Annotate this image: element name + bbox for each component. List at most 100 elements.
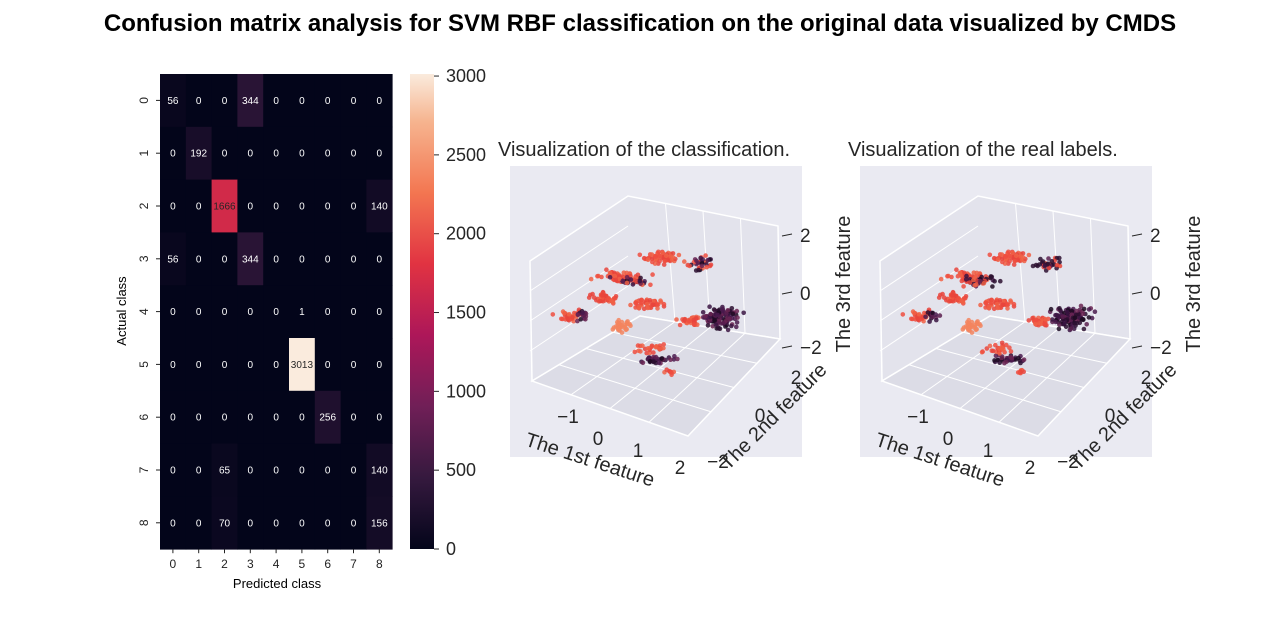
heatmap-x-tick: 6 <box>324 557 331 571</box>
heatmap-cell-value: 0 <box>325 360 331 371</box>
heatmap-cell <box>314 338 341 392</box>
heatmap-x-tick: 0 <box>170 557 177 571</box>
heatmap-cell <box>263 390 290 444</box>
scatter3d-point <box>971 277 976 283</box>
scatter3d-point <box>933 312 939 317</box>
scatter3d-point <box>989 300 994 306</box>
scatter3d-point <box>900 312 906 317</box>
heatmap-cell <box>211 179 238 233</box>
scatter3d-point <box>957 270 963 276</box>
scatter3d-point <box>559 316 564 322</box>
scatter3d-point <box>1026 318 1032 323</box>
heatmap-cell-value: 0 <box>325 149 331 160</box>
scatter3d-x-tick: 1 <box>983 441 994 462</box>
scatter3d-point <box>715 312 720 318</box>
scatter3d-point <box>963 277 969 282</box>
heatmap-y-tick: 6 <box>137 414 151 421</box>
scatter3d-point <box>1079 317 1085 322</box>
scatter3d-point <box>698 255 703 261</box>
heatmap-cell <box>160 126 187 180</box>
scatter3d-point <box>727 316 732 322</box>
scatter3d-point <box>990 284 995 289</box>
heatmap-cell-value: 0 <box>273 254 279 265</box>
scatter3d-point <box>637 252 643 258</box>
heatmap-cell-value: 0 <box>377 360 383 371</box>
scatter3d-point <box>966 317 971 323</box>
scatter3d-point <box>980 349 985 354</box>
scatter3d-point <box>997 351 1002 356</box>
scatter3d-point <box>1071 326 1077 332</box>
scatter3d-point <box>1015 370 1021 375</box>
scatter3d-y-tick: −2 <box>1057 452 1079 473</box>
scatter3d-point <box>653 354 659 360</box>
scatter3d-point <box>606 296 611 301</box>
scatter3d-point <box>612 273 617 279</box>
scatter3d-point <box>977 278 983 284</box>
scatter3d-x-tick: 1 <box>633 441 644 462</box>
scatter3d-point <box>583 317 588 322</box>
scatter3d-point <box>613 324 619 329</box>
heatmap-cell <box>289 390 316 444</box>
heatmap-cell-value: 0 <box>377 413 383 424</box>
heatmap-cell-value: 0 <box>299 518 305 529</box>
heatmap-cell-value: 0 <box>351 149 357 160</box>
heatmap-cell-value: 192 <box>190 149 207 160</box>
scatter3d-point <box>645 346 651 351</box>
scatter3d-classification: Visualization of the classification. 2 0 −2… <box>498 139 855 492</box>
heatmap-cell-value: 0 <box>222 96 228 107</box>
heatmap-cell <box>211 74 238 128</box>
heatmap-cell-value: 0 <box>170 466 176 477</box>
scatter3d-point <box>700 310 706 315</box>
scatter3d-z-tick: −2 <box>800 338 822 359</box>
scatter3d-point <box>653 254 658 259</box>
heatmap-cell <box>237 338 264 392</box>
heatmap-cell-value: 0 <box>325 518 331 529</box>
scatter3d-point <box>1026 252 1032 258</box>
scatter3d-point <box>651 359 657 365</box>
scatter3d-point <box>1011 262 1017 267</box>
heatmap-cell-value: 0 <box>325 466 331 477</box>
heatmap-cell <box>237 390 264 444</box>
heatmap-cell-value: 0 <box>351 307 357 318</box>
scatter3d-point <box>660 250 665 256</box>
scatter3d-point <box>624 326 629 332</box>
scatter3d-point <box>1072 320 1077 326</box>
scatter3d-point <box>650 259 655 265</box>
scatter3d-point <box>1043 317 1048 323</box>
heatmap-cell <box>366 496 393 550</box>
scatter3d-point <box>988 275 993 281</box>
scatter3d-point <box>1054 262 1060 268</box>
heatmap-cell <box>185 496 212 550</box>
scatter3d-point <box>967 280 973 285</box>
scatter3d-point <box>613 277 619 283</box>
heatmap-cell-value: 0 <box>248 149 254 160</box>
heatmap-y-tick: 7 <box>137 466 151 473</box>
heatmap-y-ticks: 0 1 2 3 4 5 6 7 8 <box>137 97 160 526</box>
heatmap-cell <box>366 338 393 392</box>
heatmap-cell <box>160 179 187 233</box>
scatter3d-point <box>1013 253 1019 259</box>
scatter3d-point <box>1038 256 1043 262</box>
heatmap-cell <box>340 390 367 444</box>
scatter3d-z-tick: 2 <box>800 226 811 247</box>
scatter3d-point <box>978 302 983 308</box>
scatter3d-point <box>1057 306 1062 311</box>
scatter3d-point <box>1008 349 1014 354</box>
scatter3d-point <box>1072 315 1078 321</box>
scatter3d-point <box>1086 315 1092 320</box>
scatter3d-point <box>647 298 653 303</box>
heatmap-cell-value: 0 <box>377 307 383 318</box>
scatter3d-point <box>999 252 1005 257</box>
scatter3d-point <box>1004 342 1009 348</box>
heatmap-cell <box>263 126 290 180</box>
heatmap-cell-value: 0 <box>170 518 176 529</box>
heatmap-cell-value: 0 <box>222 254 228 265</box>
heatmap-cell <box>289 126 316 180</box>
scatter3d-point <box>1003 254 1008 259</box>
scatter3d-point <box>668 357 673 363</box>
scatter3d-point <box>1021 357 1027 363</box>
scatter3d-point <box>987 252 993 258</box>
scatter3d-point <box>959 298 964 304</box>
scatter3d-point <box>661 342 666 347</box>
scatter3d-point <box>992 279 997 284</box>
